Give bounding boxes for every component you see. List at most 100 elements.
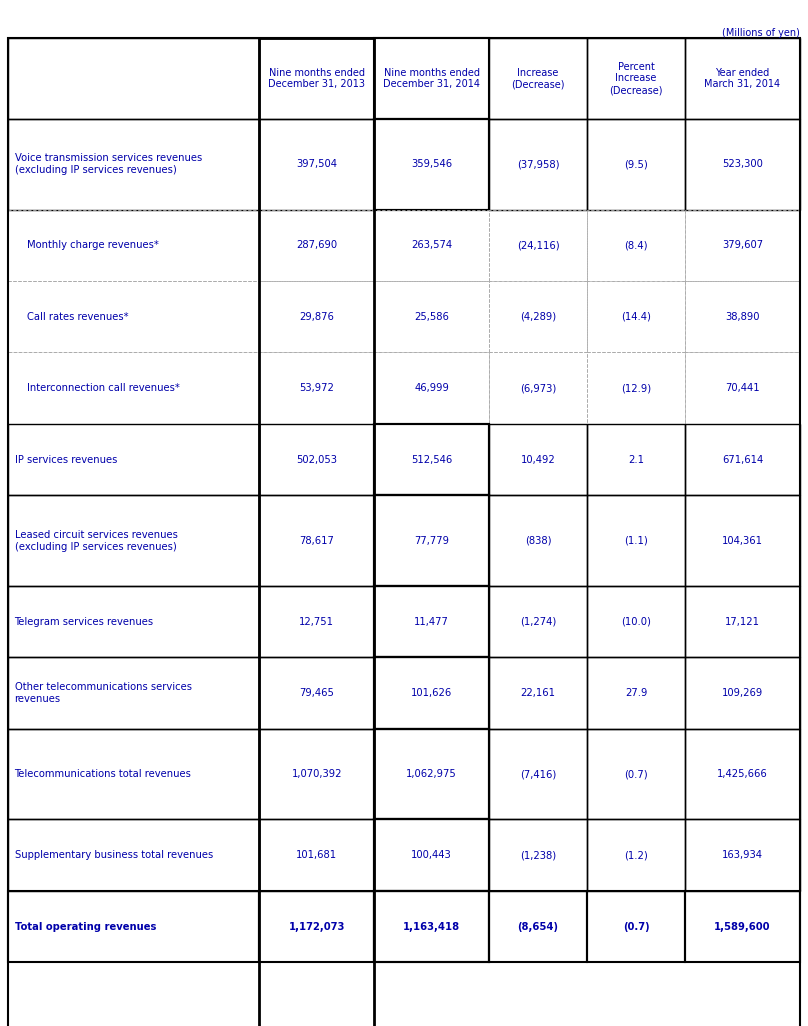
Text: (8.4): (8.4) bbox=[625, 240, 648, 250]
Bar bbox=[259, 119, 374, 209]
Text: 1,062,975: 1,062,975 bbox=[406, 770, 457, 779]
Text: 1,589,600: 1,589,600 bbox=[714, 921, 771, 932]
Text: 27.9: 27.9 bbox=[625, 688, 647, 698]
Text: 46,999: 46,999 bbox=[415, 384, 449, 393]
Text: Voice transmission services revenues
(excluding IP services revenues): Voice transmission services revenues (ex… bbox=[15, 154, 202, 175]
Bar bbox=[374, 728, 489, 820]
Bar bbox=[489, 820, 587, 891]
Text: (9.5): (9.5) bbox=[624, 159, 648, 169]
Bar bbox=[489, 424, 587, 496]
Text: Total operating revenues: Total operating revenues bbox=[15, 921, 156, 932]
Bar bbox=[374, 119, 489, 209]
Bar bbox=[489, 496, 587, 586]
Text: 512,546: 512,546 bbox=[411, 455, 452, 465]
Bar bbox=[489, 728, 587, 820]
Text: (7,416): (7,416) bbox=[520, 770, 556, 779]
Text: Telecommunications total revenues: Telecommunications total revenues bbox=[15, 770, 191, 779]
Text: (24,116): (24,116) bbox=[517, 240, 559, 250]
Bar bbox=[587, 586, 685, 658]
Text: 53,972: 53,972 bbox=[299, 384, 335, 393]
Bar bbox=[259, 728, 374, 820]
Text: Interconnection call revenues*: Interconnection call revenues* bbox=[27, 384, 179, 393]
Text: (4,289): (4,289) bbox=[520, 312, 556, 322]
Bar bbox=[587, 728, 685, 820]
Bar bbox=[685, 728, 800, 820]
Bar bbox=[374, 353, 489, 424]
Bar bbox=[374, 424, 489, 496]
Text: Monthly charge revenues*: Monthly charge revenues* bbox=[27, 240, 158, 250]
Bar bbox=[587, 658, 685, 728]
Bar bbox=[374, 424, 489, 496]
Bar bbox=[587, 209, 685, 281]
Bar bbox=[374, 891, 489, 962]
Text: Increase
(Decrease): Increase (Decrease) bbox=[511, 68, 565, 89]
Bar bbox=[489, 38, 587, 119]
Text: (6,973): (6,973) bbox=[520, 384, 556, 393]
Text: 79,465: 79,465 bbox=[299, 688, 335, 698]
Text: Nine months ended
December 31, 2013: Nine months ended December 31, 2013 bbox=[268, 68, 365, 89]
Bar bbox=[8, 209, 259, 281]
Bar bbox=[587, 38, 685, 119]
Bar bbox=[587, 353, 685, 424]
Text: 502,053: 502,053 bbox=[297, 455, 337, 465]
Bar bbox=[374, 38, 489, 119]
Text: Year ended
March 31, 2014: Year ended March 31, 2014 bbox=[705, 68, 781, 89]
Text: 12,751: 12,751 bbox=[299, 617, 335, 627]
Text: (37,958): (37,958) bbox=[517, 159, 559, 169]
Text: 38,890: 38,890 bbox=[726, 312, 760, 322]
Text: 25,586: 25,586 bbox=[415, 312, 449, 322]
Bar bbox=[8, 658, 259, 728]
Bar bbox=[374, 281, 489, 353]
Bar bbox=[587, 496, 685, 586]
Bar bbox=[587, 281, 685, 353]
Bar bbox=[374, 209, 489, 281]
Text: 101,681: 101,681 bbox=[297, 851, 337, 860]
Bar bbox=[685, 353, 800, 424]
Bar bbox=[489, 281, 587, 353]
Bar bbox=[374, 820, 489, 891]
Bar bbox=[259, 424, 374, 496]
Bar bbox=[685, 119, 800, 209]
Bar bbox=[259, 353, 374, 424]
Text: (0.7): (0.7) bbox=[623, 921, 650, 932]
Bar bbox=[685, 38, 800, 119]
Text: Supplementary business total revenues: Supplementary business total revenues bbox=[15, 851, 213, 860]
Bar bbox=[685, 281, 800, 353]
Bar bbox=[8, 586, 259, 658]
Bar bbox=[374, 586, 489, 658]
Bar bbox=[259, 496, 374, 586]
Text: 1,172,073: 1,172,073 bbox=[288, 921, 345, 932]
Bar bbox=[259, 586, 374, 658]
Text: Leased circuit services revenues
(excluding IP services revenues): Leased circuit services revenues (exclud… bbox=[15, 529, 178, 552]
Text: 1,425,666: 1,425,666 bbox=[717, 770, 768, 779]
Text: Call rates revenues*: Call rates revenues* bbox=[27, 312, 128, 322]
Bar bbox=[685, 820, 800, 891]
Bar bbox=[489, 658, 587, 728]
Bar bbox=[374, 658, 489, 728]
Text: 263,574: 263,574 bbox=[411, 240, 452, 250]
Bar bbox=[259, 658, 374, 728]
Text: Nine months ended
December 31, 2014: Nine months ended December 31, 2014 bbox=[383, 68, 480, 89]
Bar bbox=[8, 728, 259, 820]
Text: 100,443: 100,443 bbox=[411, 851, 452, 860]
Bar bbox=[685, 424, 800, 496]
Bar bbox=[8, 38, 259, 119]
Bar bbox=[8, 281, 259, 353]
Text: (0.7): (0.7) bbox=[625, 770, 648, 779]
Bar bbox=[259, 38, 374, 1026]
Text: (12.9): (12.9) bbox=[621, 384, 651, 393]
Bar bbox=[587, 424, 685, 496]
Text: 77,779: 77,779 bbox=[415, 536, 449, 546]
Text: 359,546: 359,546 bbox=[411, 159, 452, 169]
Text: (14.4): (14.4) bbox=[621, 312, 651, 322]
Bar bbox=[8, 119, 259, 209]
Text: 29,876: 29,876 bbox=[299, 312, 335, 322]
Text: 1,163,418: 1,163,418 bbox=[403, 921, 461, 932]
Text: (838): (838) bbox=[525, 536, 551, 546]
Text: 70,441: 70,441 bbox=[725, 384, 760, 393]
Text: (1.1): (1.1) bbox=[624, 536, 648, 546]
Text: 671,614: 671,614 bbox=[722, 455, 763, 465]
Text: Other telecommunications services
revenues: Other telecommunications services revenu… bbox=[15, 682, 191, 704]
Bar bbox=[489, 209, 587, 281]
Text: IP services revenues: IP services revenues bbox=[15, 455, 117, 465]
